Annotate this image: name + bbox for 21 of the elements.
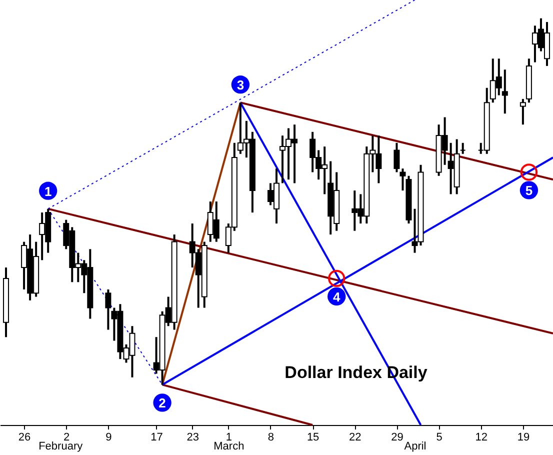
x-tick-label: 1: [226, 432, 232, 444]
x-tick-label: 22: [349, 432, 362, 444]
x-tick-label: 17: [150, 432, 163, 444]
x-tick-label: 2: [64, 432, 70, 444]
x2-tick-label: March: [214, 440, 244, 452]
x2-tick-label: April: [404, 440, 426, 452]
annotation: 4: [332, 289, 341, 304]
annotation: 1: [44, 184, 52, 199]
x-tick-label: 15: [306, 432, 320, 444]
annotation: 5: [525, 183, 533, 198]
annotation: 3: [236, 78, 244, 93]
x-tick-label: 8: [268, 432, 274, 444]
x2-tick-label: February: [38, 440, 84, 452]
x-tick-label: 12: [475, 432, 488, 444]
x-tick-label: 9: [106, 432, 112, 444]
x-tick-label: 19: [517, 432, 530, 444]
x-tick-label: 26: [18, 432, 31, 444]
annotation: 2: [158, 396, 166, 411]
x-tick-label: 23: [186, 432, 199, 444]
x-tick-label: 29: [391, 432, 404, 444]
x-tick-label: 5: [436, 432, 442, 444]
